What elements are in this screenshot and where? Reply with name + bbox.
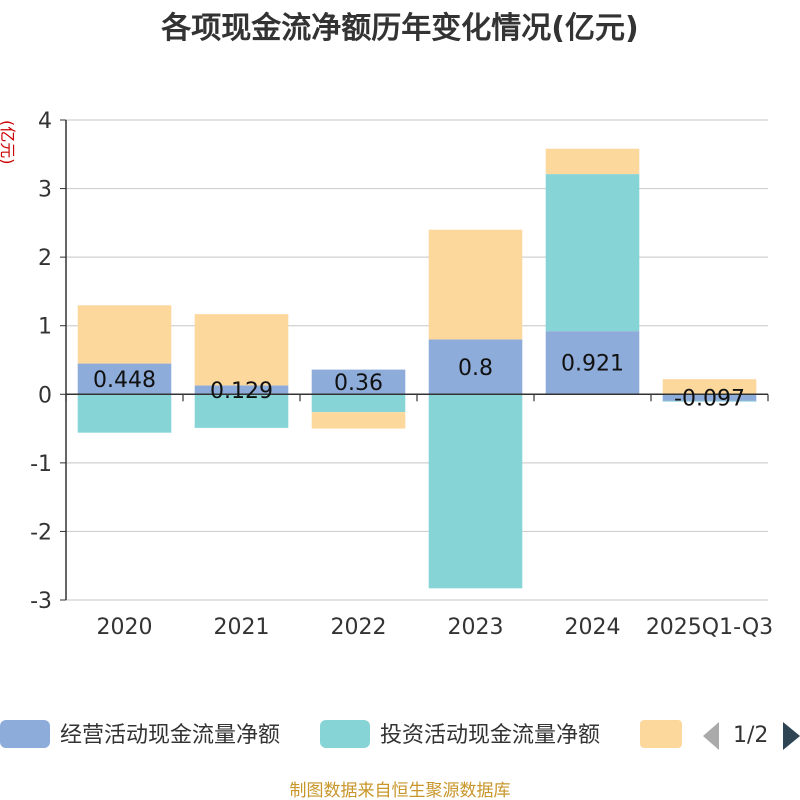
- legend-label-operating[interactable]: 经营活动现金流量净额: [60, 723, 280, 748]
- x-tick-label: 2023: [448, 615, 504, 640]
- data-label: 0.129: [210, 379, 273, 404]
- bar-financing[interactable]: [77, 305, 172, 364]
- data-source-note: 制图数据来自恒生聚源数据库: [290, 781, 511, 800]
- legend-prev-icon[interactable]: [703, 722, 719, 750]
- x-tick-label: 2021: [214, 615, 270, 640]
- axes: 4 3 2 1 0 -1 -2 -3 2020 2021 2022 2023 2024 2025Q1-Q3: [30, 109, 773, 640]
- y-tick-label: 4: [38, 109, 52, 134]
- bar-investing[interactable]: [545, 174, 640, 332]
- bars: [77, 148, 757, 589]
- y-tick-label: 0: [38, 383, 52, 408]
- x-tick-label: 2022: [331, 615, 387, 640]
- legend-page-indicator: 1/2: [733, 723, 768, 748]
- x-tick-label: 2024: [565, 615, 621, 640]
- y-tick-label: 3: [38, 178, 52, 203]
- bar-financing[interactable]: [545, 148, 640, 175]
- y-tick-label: -3: [30, 589, 52, 614]
- legend: 经营活动现金流量净额 投资活动现金流量净额 1/2: [0, 720, 800, 750]
- bar-operating[interactable]: [662, 394, 757, 401]
- data-label: 0.8: [458, 356, 493, 381]
- y-axis-label: (亿元): [0, 120, 17, 165]
- bar-financing[interactable]: [194, 314, 289, 386]
- data-labels: 0.448 0.129 0.36 0.8 0.921 -0.097: [93, 352, 745, 412]
- bar-operating[interactable]: [545, 331, 640, 395]
- grid-lines: [66, 119, 768, 601]
- bar-investing[interactable]: [662, 400, 757, 402]
- x-tick-label: 2025Q1-Q3: [646, 615, 773, 640]
- x-tick-label: 2020: [97, 615, 153, 640]
- legend-swatch-investing[interactable]: [320, 720, 370, 748]
- bar-financing[interactable]: [662, 379, 757, 395]
- y-tick-label: -2: [30, 520, 52, 545]
- bar-investing[interactable]: [194, 394, 289, 428]
- bar-operating[interactable]: [77, 363, 172, 395]
- data-label: 0.448: [93, 368, 156, 393]
- bar-investing[interactable]: [311, 394, 406, 413]
- bar-financing[interactable]: [428, 229, 523, 340]
- data-label: -0.097: [674, 387, 745, 412]
- bar-financing[interactable]: [311, 412, 406, 429]
- legend-next-icon[interactable]: [783, 722, 800, 750]
- legend-swatch-financing[interactable]: [640, 720, 682, 748]
- data-label: 0.36: [334, 371, 383, 396]
- legend-swatch-operating[interactable]: [0, 720, 50, 748]
- y-tick-label: 2: [38, 246, 52, 271]
- bar-investing[interactable]: [428, 394, 523, 589]
- bar-operating[interactable]: [428, 339, 523, 395]
- legend-label-investing[interactable]: 投资活动现金流量净额: [380, 723, 600, 748]
- y-tick-label: 1: [38, 315, 52, 340]
- bar-operating[interactable]: [311, 369, 406, 395]
- chart-title: 各项现金流净额历年变化情况(亿元): [160, 11, 638, 46]
- bar-investing[interactable]: [77, 394, 172, 433]
- data-label: 0.921: [561, 352, 624, 377]
- bar-operating[interactable]: [194, 385, 289, 395]
- y-tick-label: -1: [30, 452, 52, 477]
